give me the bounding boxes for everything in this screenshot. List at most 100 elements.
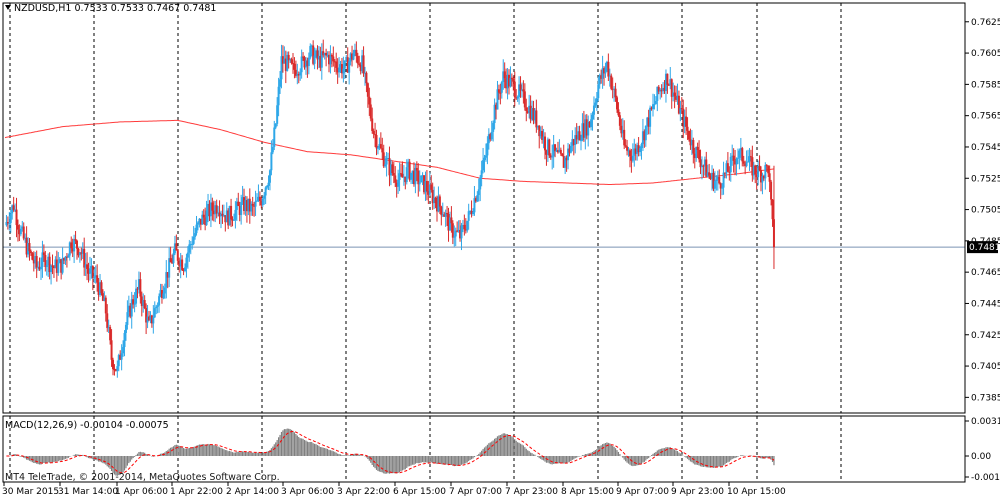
candle <box>207 193 210 223</box>
candle <box>375 129 378 156</box>
candle <box>217 206 220 217</box>
candle <box>244 195 247 216</box>
candle <box>647 109 650 135</box>
candle-body <box>133 303 136 305</box>
candle-body <box>736 157 739 159</box>
candle-body <box>572 139 575 145</box>
candle-body <box>371 118 374 131</box>
candle <box>588 121 591 128</box>
candle-body <box>734 160 737 165</box>
candle <box>104 295 107 322</box>
candle <box>519 76 522 98</box>
candle <box>65 253 68 268</box>
candle-body <box>451 223 454 238</box>
candle <box>44 250 47 272</box>
candle-body <box>731 155 734 157</box>
candle <box>643 129 646 148</box>
candle <box>240 194 243 225</box>
candle-body <box>539 130 542 137</box>
candle-body <box>673 92 676 97</box>
candle-body <box>326 54 329 56</box>
candle-body <box>692 139 695 154</box>
candle-body <box>40 267 42 270</box>
candle-body <box>548 139 551 156</box>
candle <box>760 166 762 192</box>
candle-body <box>631 155 634 161</box>
candle <box>142 293 145 313</box>
candle <box>434 196 437 209</box>
candle-body <box>672 92 675 97</box>
candle <box>256 193 258 202</box>
candle-body <box>375 134 378 149</box>
candle <box>489 132 492 142</box>
candle <box>212 200 215 222</box>
candle <box>408 158 411 182</box>
candle <box>260 196 263 209</box>
candle-body <box>565 157 568 161</box>
candle-body <box>758 165 761 171</box>
candle-body <box>506 74 509 89</box>
candle <box>58 257 61 264</box>
time-axis-label: 31 Mar 14:00 <box>58 487 118 497</box>
candle-body <box>182 269 185 272</box>
candle-body <box>9 213 12 223</box>
candle <box>253 202 256 217</box>
candle-body <box>160 290 163 298</box>
candle-body <box>296 74 299 76</box>
candle <box>162 285 165 300</box>
candle <box>676 83 679 105</box>
candle-body <box>700 165 703 168</box>
candle <box>574 127 577 154</box>
candle-body <box>120 353 123 360</box>
candle-body <box>715 179 718 182</box>
candle-body <box>546 139 549 155</box>
candle <box>395 179 398 198</box>
candle <box>179 252 182 279</box>
candle-body <box>702 165 705 167</box>
candle <box>708 163 711 179</box>
candle <box>436 195 438 222</box>
candle-body <box>292 63 294 65</box>
candle <box>266 185 269 190</box>
candle <box>113 364 116 376</box>
candle-body <box>605 61 608 68</box>
candle <box>618 112 621 131</box>
candle <box>169 246 172 263</box>
candle-body <box>237 201 240 206</box>
candle-body <box>37 266 40 268</box>
candle <box>558 139 561 153</box>
candle <box>368 87 371 116</box>
candle-body <box>544 136 546 151</box>
candle <box>603 66 606 86</box>
candle <box>545 149 548 166</box>
candle-body <box>93 277 96 279</box>
candle-body <box>122 347 125 354</box>
candle <box>172 248 175 267</box>
candle-body <box>379 144 382 149</box>
candle <box>709 173 712 181</box>
candle <box>522 80 525 104</box>
candle <box>338 57 341 78</box>
candle <box>600 69 603 84</box>
candle-body <box>568 148 571 153</box>
candle <box>438 194 441 215</box>
candle <box>110 329 113 367</box>
candle-body <box>320 51 323 68</box>
candle <box>163 283 166 299</box>
candle <box>424 171 427 201</box>
candle <box>444 209 447 227</box>
candle <box>646 116 649 135</box>
candle <box>292 52 294 74</box>
candle <box>12 196 15 212</box>
candle <box>78 251 81 263</box>
candle-body <box>415 167 418 171</box>
candle <box>397 169 400 194</box>
candle <box>199 218 202 231</box>
candle-body <box>536 125 539 128</box>
triangle-down-icon[interactable] <box>5 5 11 10</box>
candle <box>336 58 339 84</box>
candle-body <box>590 119 593 128</box>
candle-body <box>307 57 310 67</box>
